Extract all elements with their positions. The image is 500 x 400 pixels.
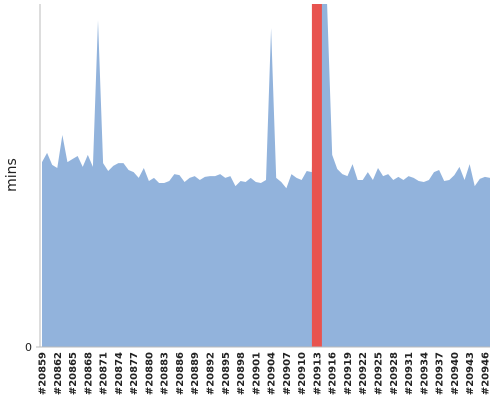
x-tick-label: #20868	[83, 352, 94, 395]
highlight-bar	[311, 4, 322, 347]
x-tick-label: #20880	[144, 352, 155, 395]
x-tick-label: #20928	[389, 352, 400, 395]
x-tick-label: #20934	[419, 352, 430, 395]
x-tick-label: #20943	[465, 352, 476, 395]
x-tick-label: #20919	[343, 352, 354, 395]
y-axis-label: mins	[4, 158, 20, 192]
x-tick-label: #20862	[53, 352, 64, 395]
x-tick-label: #20931	[404, 352, 415, 395]
x-tick-label: #20898	[236, 352, 247, 395]
x-tick-label: #20892	[206, 352, 217, 395]
x-tick-label: #20946	[480, 352, 491, 395]
x-tick-label: #20940	[450, 352, 461, 395]
x-tick-label: #20910	[297, 352, 308, 395]
x-tick-label: #20895	[221, 352, 232, 395]
x-tick-label: #20907	[282, 352, 293, 395]
x-tick-label: #20877	[129, 352, 140, 395]
y-tick-label: 0	[25, 341, 32, 354]
x-tick-label: #20883	[160, 352, 171, 395]
x-tick-label: #20916	[328, 352, 339, 395]
x-tick-label: #20904	[267, 352, 278, 395]
x-tick-label: #20925	[374, 352, 385, 395]
x-tick-label: #20922	[358, 352, 369, 395]
x-tick-label: #20901	[251, 352, 262, 395]
x-tick-label: #20865	[68, 352, 79, 395]
x-tick-label: #20886	[175, 352, 186, 395]
x-tick-label: #20874	[114, 352, 125, 395]
x-tick-label: #20937	[435, 352, 446, 395]
x-tick-label: #20871	[99, 352, 110, 395]
x-tick-label: #20859	[38, 352, 49, 395]
area	[42, 4, 490, 347]
x-tick-label: #20913	[312, 352, 323, 395]
x-tick-label: #20889	[190, 352, 201, 395]
